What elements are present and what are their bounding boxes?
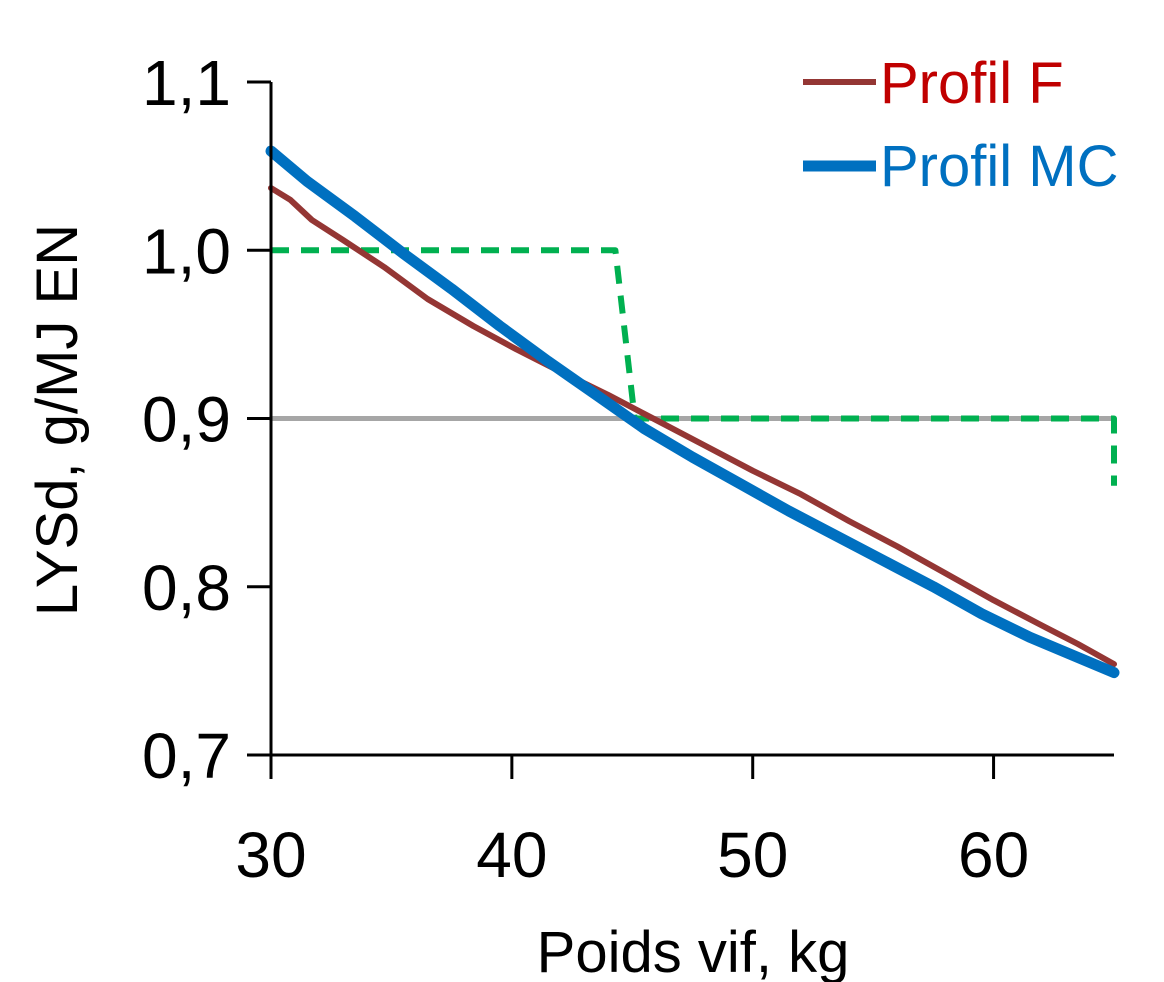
x-tick-label: 60 — [958, 819, 1029, 891]
y-tick-label: 0,9 — [142, 384, 231, 456]
y-tick-label: 0,7 — [142, 720, 231, 792]
x-axis-title: Poids vif, kg — [537, 920, 850, 982]
x-tick-label: 40 — [476, 819, 547, 891]
series-line-profil-f — [268, 185, 1117, 668]
legend-label-profil-f: Profil F — [880, 51, 1064, 116]
legend-label-profil-mc: Profil MC — [880, 134, 1118, 199]
x-tick-label: 30 — [235, 819, 306, 891]
series-line-dashed — [271, 247, 1117, 486]
y-tick-label: 1,0 — [142, 215, 231, 287]
tick-labels: 0,7 0,8 0,9 1,0 1,1 30 40 50 60 — [142, 47, 1029, 891]
plot-lines — [265, 145, 1120, 679]
axes — [247, 80, 1114, 779]
x-tick-label: 50 — [717, 819, 788, 891]
series-line-profil-mc — [265, 145, 1120, 679]
y-tick-label: 0,8 — [142, 552, 231, 624]
y-tick-label: 1,1 — [142, 47, 231, 119]
y-axis-title: LYSd, g/MJ EN — [25, 224, 90, 616]
legend: Profil F Profil MC — [803, 51, 1118, 199]
